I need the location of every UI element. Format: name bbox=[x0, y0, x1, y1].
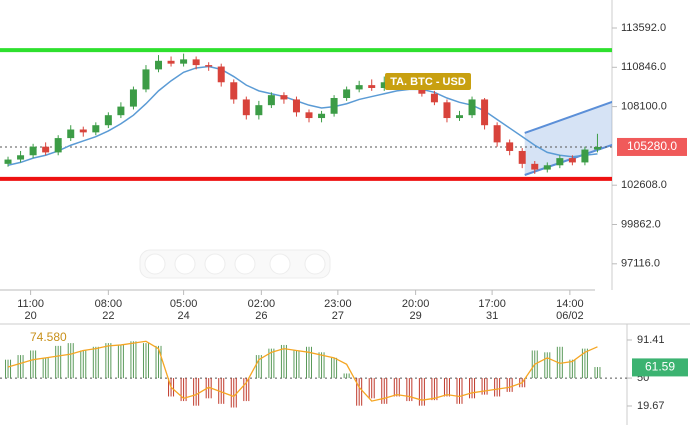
annotation-box bbox=[385, 73, 471, 90]
last-value-tag bbox=[632, 358, 688, 377]
candle-body bbox=[543, 165, 551, 170]
x-date-label: 26 bbox=[255, 310, 267, 322]
y-tick-label: 102608.0 bbox=[621, 179, 667, 191]
candle-body bbox=[54, 138, 62, 153]
candle-body bbox=[593, 146, 601, 150]
channel-line bbox=[524, 100, 612, 134]
x-tick-label: 23:00 bbox=[324, 298, 352, 310]
x-date-label: 22 bbox=[102, 310, 114, 322]
channel-fill bbox=[524, 101, 612, 175]
candle-body bbox=[581, 149, 589, 163]
indicator-header: 74.580 bbox=[30, 330, 67, 344]
nav-button[interactable] bbox=[269, 253, 291, 275]
x-tick-label: 05:00 bbox=[170, 298, 198, 310]
x-date-label: 24 bbox=[177, 310, 189, 322]
candle-body bbox=[355, 85, 363, 90]
y-tick-label: 97116.0 bbox=[621, 258, 660, 270]
candle-body bbox=[443, 102, 451, 119]
candle-body bbox=[155, 60, 163, 70]
y-tick-label: 110846.0 bbox=[621, 61, 666, 73]
candle-body bbox=[29, 146, 37, 156]
nav-button[interactable] bbox=[144, 253, 166, 275]
candle-body bbox=[343, 89, 351, 99]
candle-body bbox=[330, 98, 338, 114]
candle-body bbox=[280, 95, 288, 100]
price-pane bbox=[0, 48, 612, 181]
candle-body bbox=[493, 125, 501, 143]
candle-body bbox=[292, 99, 300, 113]
nav-bar[interactable] bbox=[139, 249, 331, 279]
x-tick-label: 17:00 bbox=[478, 298, 506, 310]
candle-body bbox=[180, 59, 188, 64]
x-tick-label: 20:00 bbox=[402, 298, 430, 310]
nav-button[interactable] bbox=[234, 253, 256, 275]
candle-body bbox=[568, 158, 576, 163]
axes: TA. BTC - USD 113592.0 110846.0 108100.0 102… bbox=[0, 22, 688, 412]
last-price-label: 105280.0 bbox=[627, 139, 677, 153]
y-tick-label: 108100.0 bbox=[621, 101, 667, 113]
candle-body bbox=[305, 112, 313, 119]
candle-body bbox=[67, 129, 75, 139]
candle-body bbox=[456, 115, 464, 119]
candle-body bbox=[481, 99, 489, 126]
y-tick-label: 19.67 bbox=[637, 400, 665, 412]
annotation: TA. BTC - USD bbox=[390, 76, 466, 88]
x-tick-label: 08:00 bbox=[95, 298, 123, 310]
candle-body bbox=[242, 99, 250, 116]
nav-button[interactable] bbox=[204, 253, 226, 275]
x-date-label: 06/02 bbox=[556, 310, 584, 322]
candle-body bbox=[217, 66, 225, 83]
candle-body bbox=[205, 65, 213, 67]
x-date-label: 20 bbox=[24, 310, 36, 322]
candle-body bbox=[79, 129, 87, 133]
candle-body bbox=[506, 142, 514, 151]
candle-body bbox=[42, 146, 50, 153]
candle-body bbox=[267, 95, 275, 106]
candle-body bbox=[430, 93, 438, 103]
moving-average bbox=[7, 65, 598, 167]
candle-body bbox=[230, 82, 238, 100]
nav-button[interactable] bbox=[304, 253, 326, 275]
candle-body bbox=[518, 150, 526, 164]
candle-body bbox=[531, 163, 539, 170]
candle-body bbox=[192, 59, 200, 66]
candle-body bbox=[17, 155, 25, 160]
candle-body bbox=[255, 105, 263, 116]
y-tick-label: 99862.0 bbox=[621, 218, 661, 230]
oscillator-line bbox=[7, 340, 598, 402]
candle-body bbox=[117, 106, 125, 116]
x-date-label: 31 bbox=[486, 310, 498, 322]
y-tick-label: 113592.0 bbox=[621, 22, 666, 34]
candle-body bbox=[368, 85, 376, 88]
candle-body bbox=[318, 113, 326, 119]
last-price-tag bbox=[617, 137, 687, 156]
x-tick-label: 14:00 bbox=[556, 298, 584, 310]
x-tick-label: 02:00 bbox=[248, 298, 276, 310]
nav-button[interactable] bbox=[174, 253, 196, 275]
candle-body bbox=[468, 99, 476, 116]
x-date-label: 27 bbox=[332, 310, 344, 322]
candle-body bbox=[142, 69, 150, 90]
candle-body bbox=[380, 82, 388, 88]
navigation-buttons bbox=[139, 249, 331, 279]
candle-body bbox=[4, 159, 12, 164]
x-tick-label: 11:00 bbox=[17, 298, 44, 310]
candle-body bbox=[92, 125, 100, 133]
y-tick-label: 91.41 bbox=[637, 334, 665, 346]
x-date-label: 29 bbox=[409, 310, 421, 322]
candle-body bbox=[167, 60, 175, 64]
last-value-label: 61.59 bbox=[645, 360, 675, 374]
candle-body bbox=[556, 158, 564, 166]
candle-body bbox=[129, 89, 137, 107]
candle-body bbox=[104, 115, 112, 126]
